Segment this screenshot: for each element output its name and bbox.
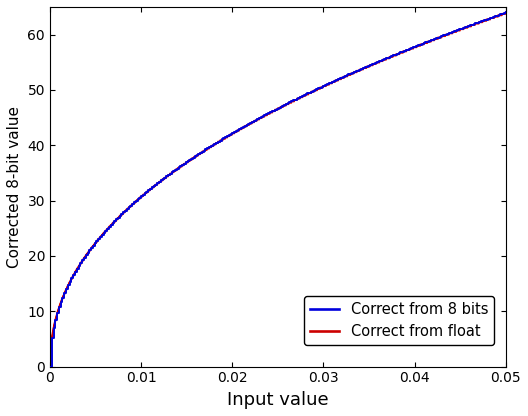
Correct from float <box>74 267 80 272</box>
Legend: Correct from 8 bits, Correct from float: Correct from 8 bits, Correct from float <box>304 296 494 345</box>
Correct from 8 bits <box>47 364 53 369</box>
X-axis label: Input value: Input value <box>227 391 328 409</box>
Correct from 8 bits <box>159 178 166 183</box>
Correct from 8 bits <box>503 10 509 15</box>
Correct from float <box>136 196 143 201</box>
Correct from float <box>478 20 485 25</box>
Correct from float <box>270 109 276 114</box>
Correct from 8 bits <box>113 217 119 222</box>
Correct from 8 bits <box>97 234 103 239</box>
Line: Correct from 8 bits: Correct from 8 bits <box>50 12 506 366</box>
Correct from float <box>503 10 509 15</box>
Correct from 8 bits <box>104 228 110 233</box>
Y-axis label: Corrected 8-bit value: Corrected 8-bit value <box>7 106 22 268</box>
Line: Correct from float: Correct from float <box>50 12 506 366</box>
Correct from float <box>65 282 72 287</box>
Correct from float <box>47 364 53 369</box>
Correct from 8 bits <box>268 109 275 114</box>
Correct from float <box>49 335 55 340</box>
Correct from 8 bits <box>256 116 262 121</box>
